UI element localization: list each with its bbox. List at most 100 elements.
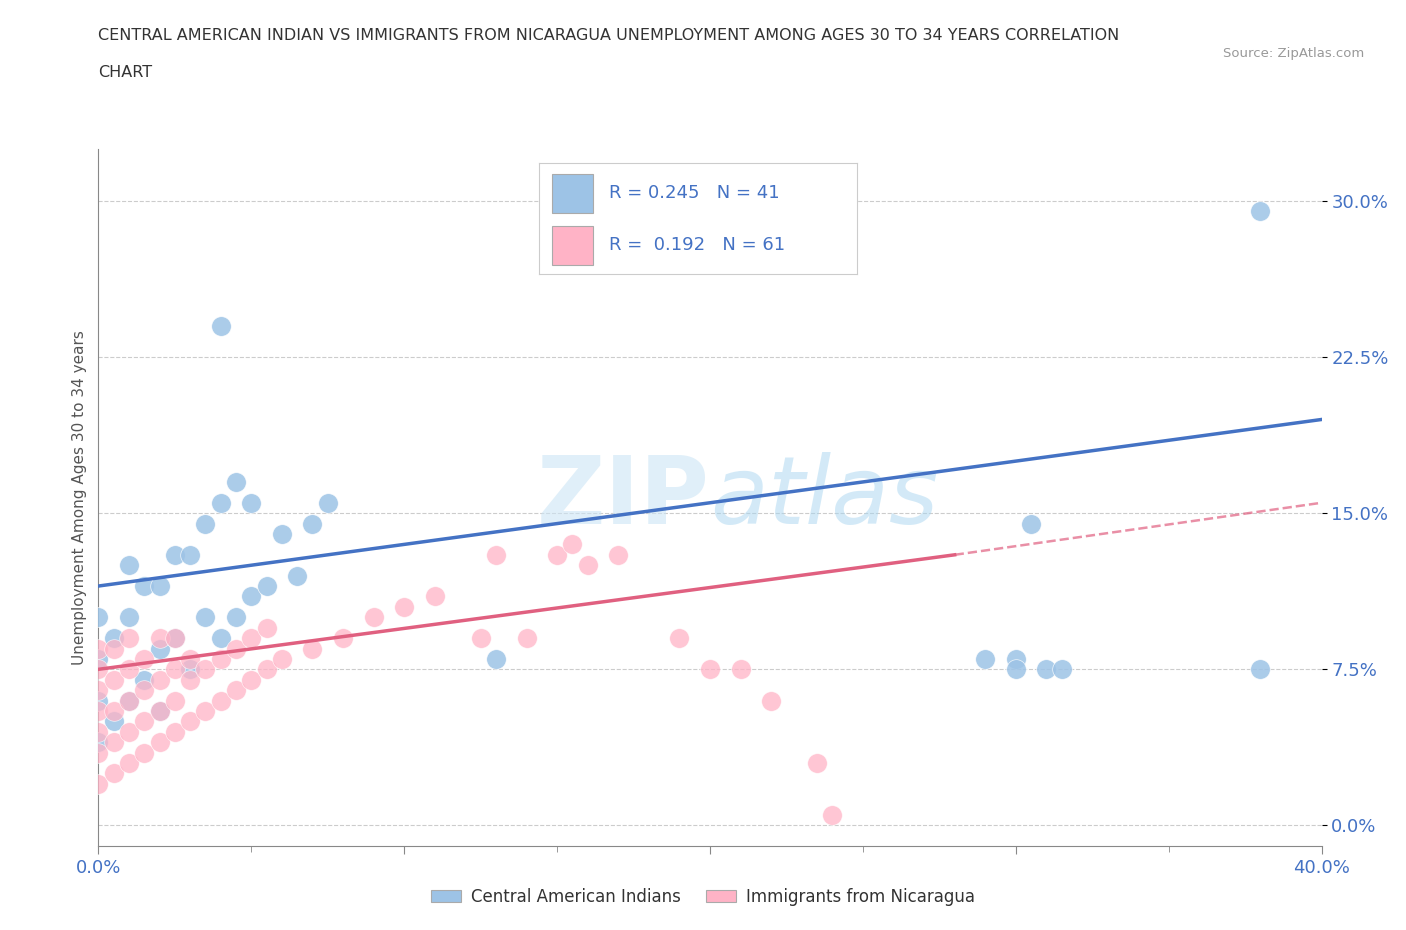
Point: [118, 662, 141, 677]
Point: [270, 652, 292, 667]
Point: [194, 662, 217, 677]
Point: [103, 672, 125, 687]
Point: [179, 548, 201, 563]
Point: [301, 641, 323, 656]
Point: [134, 672, 156, 687]
Point: [134, 745, 156, 760]
Point: [149, 735, 172, 750]
Point: [256, 620, 278, 635]
Point: [240, 589, 263, 604]
Point: [118, 755, 141, 770]
Point: [179, 714, 201, 729]
Point: [576, 558, 599, 573]
Point: [363, 610, 385, 625]
Point: [225, 474, 247, 489]
Point: [134, 652, 156, 667]
Point: [118, 558, 141, 573]
Point: [179, 652, 201, 667]
Point: [163, 693, 186, 708]
Point: [240, 631, 263, 645]
Point: [699, 662, 721, 677]
Point: [194, 610, 217, 625]
Point: [730, 662, 752, 677]
Point: [256, 578, 278, 593]
Point: [87, 745, 110, 760]
Point: [209, 496, 232, 511]
Text: ZIP: ZIP: [537, 452, 710, 543]
Point: [103, 703, 125, 718]
Point: [87, 693, 110, 708]
Point: [149, 703, 172, 718]
Point: [163, 631, 186, 645]
Text: Source: ZipAtlas.com: Source: ZipAtlas.com: [1223, 46, 1364, 60]
Point: [301, 516, 323, 531]
Point: [87, 683, 110, 698]
Point: [118, 610, 141, 625]
Point: [149, 631, 172, 645]
Point: [423, 589, 446, 604]
Point: [87, 662, 110, 677]
Point: [209, 693, 232, 708]
Point: [118, 631, 141, 645]
Point: [332, 631, 354, 645]
Point: [546, 548, 568, 563]
Point: [103, 735, 125, 750]
Point: [87, 777, 110, 791]
Point: [485, 548, 508, 563]
Point: [270, 526, 292, 541]
Point: [561, 537, 583, 551]
Text: CENTRAL AMERICAN INDIAN VS IMMIGRANTS FROM NICARAGUA UNEMPLOYMENT AMONG AGES 30 : CENTRAL AMERICAN INDIAN VS IMMIGRANTS FR…: [98, 28, 1119, 43]
Point: [240, 672, 263, 687]
Point: [485, 652, 508, 667]
Point: [194, 703, 217, 718]
Point: [285, 568, 308, 583]
Point: [179, 672, 201, 687]
Point: [163, 631, 186, 645]
Point: [87, 735, 110, 750]
Legend: Central American Indians, Immigrants from Nicaragua: Central American Indians, Immigrants fro…: [425, 881, 981, 912]
Y-axis label: Unemployment Among Ages 30 to 34 years: Unemployment Among Ages 30 to 34 years: [72, 330, 87, 665]
Point: [163, 548, 186, 563]
Point: [118, 693, 141, 708]
Point: [470, 631, 492, 645]
Point: [87, 703, 110, 718]
Point: [194, 516, 217, 531]
Point: [668, 631, 690, 645]
Point: [1004, 652, 1026, 667]
Point: [225, 610, 247, 625]
Point: [149, 703, 172, 718]
Point: [316, 496, 339, 511]
Point: [1249, 662, 1271, 677]
Text: CHART: CHART: [98, 65, 152, 80]
Point: [821, 807, 844, 822]
Point: [118, 724, 141, 739]
Point: [134, 683, 156, 698]
Point: [87, 641, 110, 656]
Point: [118, 693, 141, 708]
Point: [1004, 662, 1026, 677]
Point: [149, 672, 172, 687]
Point: [1019, 516, 1042, 531]
Point: [516, 631, 538, 645]
Point: [607, 548, 630, 563]
Point: [256, 662, 278, 677]
Point: [1035, 662, 1057, 677]
Point: [1249, 204, 1271, 219]
Point: [179, 662, 201, 677]
Point: [163, 662, 186, 677]
Point: [209, 652, 232, 667]
Point: [134, 578, 156, 593]
Point: [240, 496, 263, 511]
Text: atlas: atlas: [710, 452, 938, 543]
Point: [209, 318, 232, 333]
Point: [149, 578, 172, 593]
Point: [163, 724, 186, 739]
Point: [103, 631, 125, 645]
Point: [1050, 662, 1073, 677]
Point: [392, 600, 416, 615]
Point: [974, 652, 997, 667]
Point: [225, 641, 247, 656]
Point: [149, 641, 172, 656]
Point: [103, 766, 125, 781]
Point: [759, 693, 782, 708]
